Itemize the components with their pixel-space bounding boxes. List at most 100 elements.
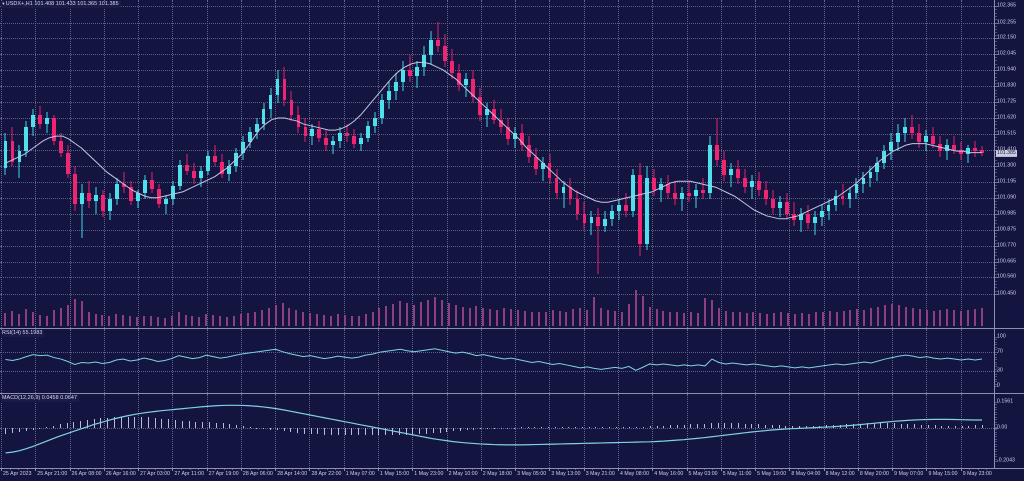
price-axis[interactable]: 102.365 102.255 102.150 102.045 101.940 101.8… — [994, 0, 1024, 328]
volume-bar — [108, 315, 111, 326]
time-axis-separator — [823, 469, 825, 471]
price-minor-tick — [995, 220, 997, 222]
time-axis-separator — [583, 469, 585, 471]
volume-bar — [4, 313, 7, 326]
macd-histogram-bar — [656, 425, 658, 428]
volume-bar — [378, 308, 381, 326]
candle-body — [422, 54, 426, 67]
rsi-axis[interactable]: 100 70 30 0 — [994, 329, 1024, 393]
time-axis-minor-separator — [498, 469, 499, 470]
macd-histogram-bar — [873, 422, 875, 428]
candle-body — [317, 128, 322, 138]
candlestick — [519, 0, 524, 328]
price-minor-tick — [995, 223, 997, 225]
macd-minor-tick — [995, 421, 997, 423]
time-axis-minor-separator — [626, 469, 628, 470]
volume-bar — [510, 309, 513, 326]
volume-bar — [52, 310, 55, 326]
macd-axis[interactable]: 0.1561 0.00 -0.2043 — [994, 394, 1024, 468]
candle-wick — [346, 124, 348, 143]
macd-histogram-bar — [704, 423, 705, 428]
volume-bar — [260, 310, 263, 326]
macd-minor-tick — [995, 414, 997, 416]
volume-bar — [336, 314, 339, 326]
macd-indicator-panel[interactable]: 0.1561 0.00 -0.2043 MACD(12,26,9) 0.0458 0… — [0, 393, 1024, 468]
volume-bar — [891, 303, 893, 326]
candle-body — [219, 161, 224, 174]
price-minor-tick — [995, 271, 997, 273]
volume-bar — [911, 308, 914, 326]
candle-body — [582, 214, 587, 224]
rsi-plot-area[interactable] — [0, 329, 994, 393]
candle-body — [729, 169, 733, 176]
macd-histogram-bar — [317, 427, 319, 435]
price-minor-tick — [995, 121, 997, 123]
time-axis-minor-separator — [335, 469, 337, 470]
volume-bar — [960, 310, 963, 326]
volume-bar — [683, 313, 686, 326]
candle-body — [959, 149, 964, 155]
time-axis-minor-separator — [772, 469, 774, 470]
volume-bar — [475, 306, 478, 326]
volume-bar — [246, 313, 249, 326]
collapse-arrow-icon[interactable]: ▾ — [2, 1, 5, 7]
candlestick — [875, 0, 880, 328]
volume-bar — [974, 309, 977, 326]
macd-tick-label: -0.2043 — [997, 457, 1015, 464]
candle-body — [568, 187, 573, 200]
time-axis-minor-separator — [472, 469, 474, 470]
rsi-indicator-panel[interactable]: 100 70 30 0 RSI(14) 55.1983 — [0, 328, 1024, 393]
macd-histogram-bar — [785, 425, 787, 428]
macd-histogram-bar — [805, 425, 807, 428]
time-axis-minor-separator — [883, 469, 885, 470]
price-tick-label: 101.830 — [997, 82, 1017, 89]
candle-body — [212, 155, 217, 162]
macd-histogram-bar — [561, 426, 563, 428]
macd-histogram-bar — [914, 424, 916, 428]
candle-body — [101, 194, 106, 212]
macd-histogram-bar — [568, 426, 570, 428]
time-axis-minor-separator — [943, 469, 945, 470]
price-plot-area[interactable] — [0, 0, 994, 328]
candle-body — [973, 148, 977, 152]
macd-minor-tick — [995, 443, 997, 445]
candlestick — [980, 0, 984, 328]
candle-wick — [590, 211, 592, 236]
time-axis[interactable]: 25 Apr 2023 25 Apr 21:00 26 Apr 08:00 26 Ap… — [0, 468, 1024, 481]
time-axis-minor-separator — [326, 469, 328, 470]
time-axis-minor-separator — [352, 469, 354, 470]
candlestick — [463, 0, 468, 328]
volume-bar — [233, 315, 236, 326]
macd-histogram-bar — [866, 423, 868, 428]
symbol-info-text: USDX+,H1 101.408 101.433 101.365 101.385 — [5, 1, 119, 7]
volume-bar — [607, 310, 610, 326]
volume-bar — [842, 310, 845, 326]
time-axis-separator — [857, 469, 859, 471]
candle-body — [756, 181, 761, 191]
candle-wick — [967, 145, 969, 164]
time-axis-separator — [549, 469, 551, 471]
candle-body — [966, 148, 970, 155]
volume-bar — [704, 298, 706, 326]
macd-histogram-bar — [147, 417, 149, 428]
candle-body — [673, 193, 678, 200]
time-axis-minor-separator — [737, 469, 739, 470]
time-axis-label: 27 Apr 11:00 — [174, 471, 205, 477]
price-minor-tick — [995, 280, 997, 282]
time-axis-minor-separator — [780, 469, 782, 470]
volume-bar — [136, 317, 139, 326]
price-minor-tick — [995, 143, 997, 145]
macd-histogram-bar — [66, 422, 68, 428]
candlestick — [770, 0, 775, 328]
candlestick — [603, 0, 608, 328]
volume-bar — [205, 314, 208, 326]
macd-plot-area[interactable] — [0, 394, 994, 468]
volume-bar — [323, 314, 326, 326]
candlestick — [889, 0, 894, 328]
candle-body — [680, 193, 684, 200]
volume-bar — [413, 305, 416, 326]
candlestick — [715, 0, 719, 328]
price-chart-panel[interactable]: 102.365 102.255 102.150 102.045 101.940 101.8… — [0, 0, 1024, 328]
rsi-minor-tick — [995, 363, 997, 365]
macd-histogram-bar — [425, 427, 427, 434]
